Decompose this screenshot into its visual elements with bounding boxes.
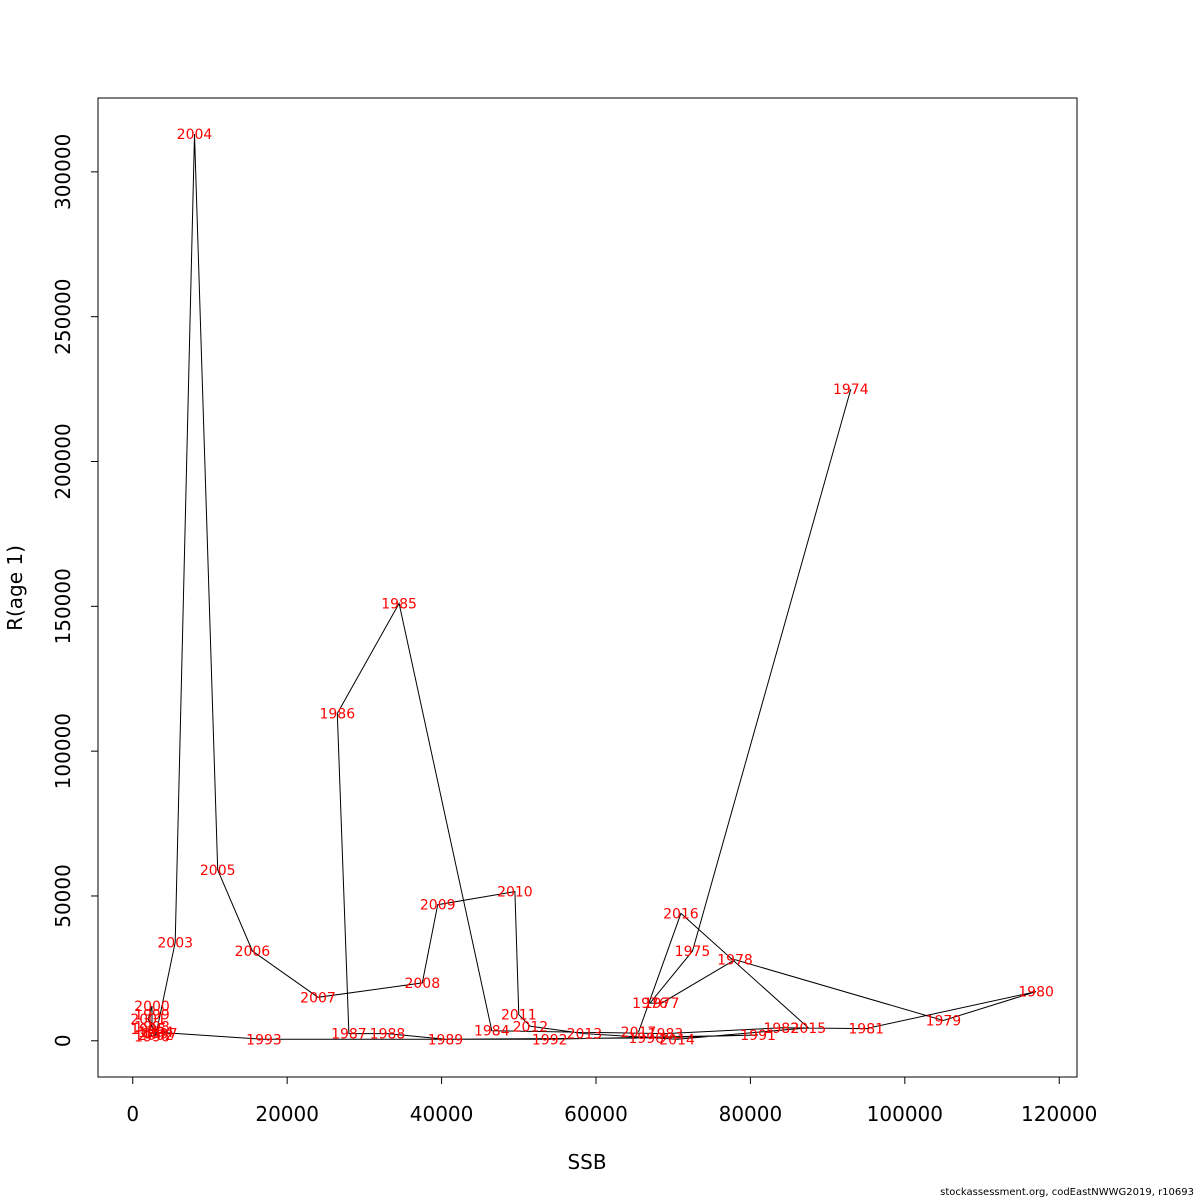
x-axis: 0 20000 40000 60000 80000 100000 120000 [126, 1076, 1097, 1126]
year-label-2013: 2013 [567, 1027, 603, 1043]
y-tick-label: 0 [51, 1034, 75, 1047]
year-label-1990: 1990 [628, 1031, 664, 1047]
year-label-1991: 1991 [740, 1028, 776, 1044]
year-label-1998: 1998 [134, 1019, 170, 1035]
year-label-1987: 1987 [331, 1027, 367, 1043]
year-label-1977: 1977 [644, 996, 680, 1012]
x-tick-label: 120000 [1021, 1102, 1097, 1126]
year-label-2004: 2004 [177, 127, 213, 143]
year-label-2014: 2014 [659, 1032, 695, 1048]
year-label-2007: 2007 [300, 990, 336, 1006]
x-tick-label: 0 [126, 1102, 139, 1126]
year-label-2009: 2009 [420, 898, 456, 914]
year-label-1980: 1980 [1018, 985, 1054, 1001]
footer-credit: stockassessment.org, codEastNWWG2019, r1… [940, 1187, 1194, 1198]
x-tick-label: 100000 [867, 1102, 943, 1126]
year-label-1983: 1983 [648, 1027, 684, 1043]
y-tick-label: 200000 [51, 423, 75, 499]
year-label-1985: 1985 [381, 596, 417, 612]
year-label-1993: 1993 [246, 1032, 282, 1048]
year-label-2015: 2015 [790, 1021, 826, 1037]
y-tick-label: 300000 [51, 134, 75, 210]
year-label-1999: 1999 [134, 1008, 170, 1024]
y-tick-label: 150000 [51, 568, 75, 644]
year-label-1995: 1995 [130, 1022, 166, 1038]
year-label-2003: 2003 [157, 935, 193, 951]
year-label-2002: 2002 [138, 1028, 174, 1044]
year-label-2012: 2012 [513, 1019, 549, 1035]
year-label-1996: 1996 [134, 1029, 170, 1045]
y-tick-label: 100000 [51, 713, 75, 789]
year-label-1989: 1989 [428, 1032, 464, 1048]
x-axis-title: SSB [567, 1150, 606, 1174]
year-label-1986: 1986 [319, 707, 355, 723]
y-tick-label: 250000 [51, 279, 75, 355]
year-label-1984: 1984 [474, 1024, 510, 1040]
year-label-2001: 2001 [130, 1012, 166, 1028]
year-label-2016: 2016 [663, 906, 699, 922]
year-label-1994: 1994 [138, 1025, 174, 1041]
y-tick-label: 50000 [51, 864, 75, 928]
year-label-1982: 1982 [763, 1021, 799, 1037]
year-label-1988: 1988 [370, 1027, 406, 1043]
year-label-1976: 1976 [632, 996, 668, 1012]
x-tick-label: 20000 [255, 1102, 319, 1126]
x-tick-label: 80000 [719, 1102, 783, 1126]
year-label-2006: 2006 [235, 944, 271, 960]
plot-frame [97, 97, 1078, 1078]
x-tick-label: 40000 [410, 1102, 474, 1126]
year-label-1992: 1992 [532, 1032, 568, 1048]
year-label-2005: 2005 [200, 863, 236, 879]
year-label-2010: 2010 [497, 885, 533, 901]
year-label-1979: 1979 [926, 1014, 962, 1030]
year-label-1978: 1978 [717, 953, 753, 969]
recruitment-trajectory-line [147, 134, 1037, 1040]
x-tick-label: 60000 [564, 1102, 628, 1126]
year-label-2017: 2017 [621, 1025, 657, 1041]
year-label-2008: 2008 [404, 976, 440, 992]
y-axis-title: R(age 1) [3, 545, 27, 631]
year-label-1981: 1981 [848, 1022, 884, 1038]
year-label-2000: 2000 [134, 999, 170, 1015]
year-label-1997: 1997 [142, 1027, 178, 1043]
y-axis: 0 50000 100000 150000 200000 250000 300000 [51, 134, 99, 1047]
year-label-2011: 2011 [501, 1008, 537, 1024]
year-label-1974: 1974 [833, 382, 869, 398]
year-label-1975: 1975 [675, 944, 711, 960]
